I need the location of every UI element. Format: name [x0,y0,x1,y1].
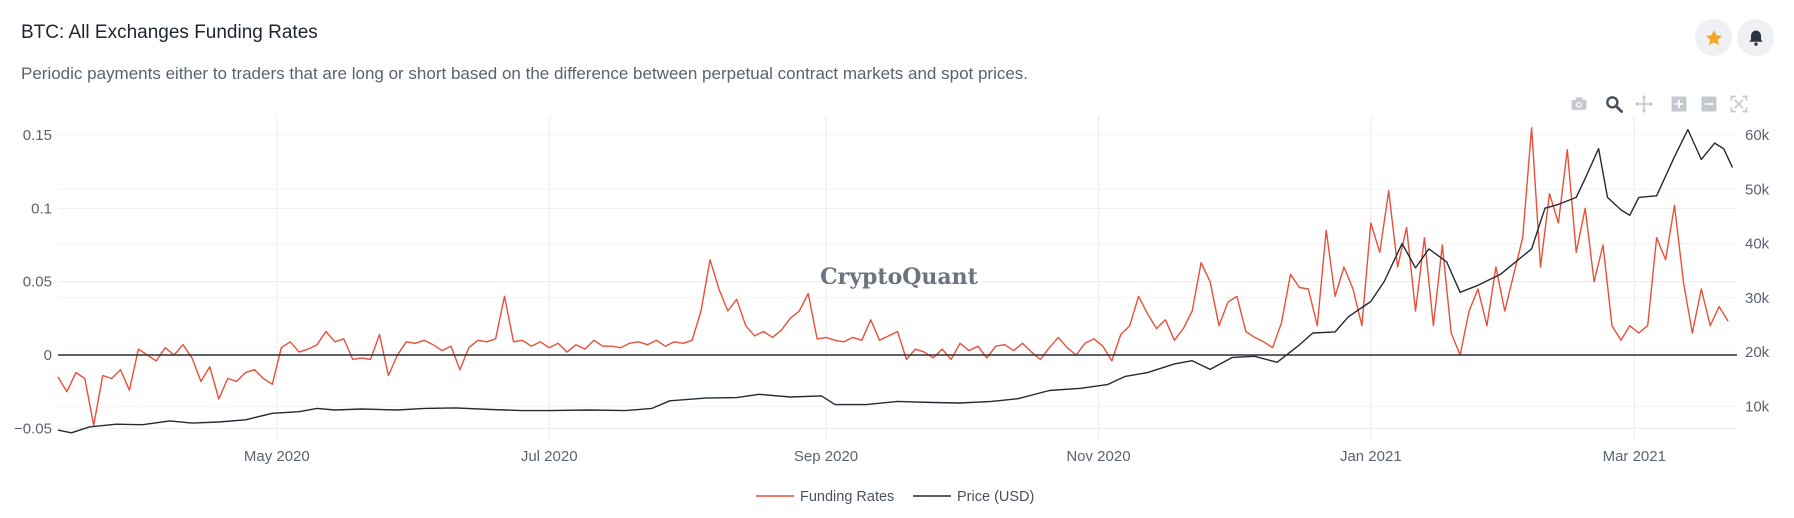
chart-description: Periodic payments either to traders that… [21,64,1029,83]
y-right-tick-label: 30k [1745,290,1770,307]
watermark: CryptoQuant [820,264,979,290]
y-right-tick-label: 20k [1745,344,1770,361]
download-plot-button[interactable] [1567,92,1591,116]
autoscale-icon [1730,95,1748,113]
zoom-out-icon [1701,96,1717,112]
zoom-button[interactable] [1602,92,1626,116]
favorite-button[interactable] [1695,19,1732,56]
y-left-tick-label: 0.05 [23,274,52,291]
x-tick-label: May 2020 [244,448,310,465]
x-tick-label: Mar 2021 [1603,448,1666,465]
camera-icon [1571,97,1587,110]
legend: Funding Rates Price (USD) [756,489,1034,505]
x-tick-label: Nov 2020 [1066,448,1130,465]
price-line[interactable] [57,128,1734,434]
y-left-tick-label: 0.1 [31,200,52,217]
y-right-tick-label: 50k [1745,181,1770,198]
zoom-in-button[interactable] [1667,92,1691,116]
y-right-tick-label: 10k [1745,398,1770,415]
zoom-out-button[interactable] [1697,92,1721,116]
zoom-icon [1606,96,1623,113]
y-right-tick-label: 40k [1745,236,1770,253]
x-tick-label: Jul 2020 [521,448,578,465]
pan-button[interactable] [1632,92,1656,116]
zoom-in-icon [1671,96,1687,112]
page-title: BTC: All Exchanges Funding Rates [21,22,318,43]
y-left-tick-label: −0.05 [14,420,52,437]
bell-icon [1748,30,1763,46]
y-left-tick-label: 0 [44,347,52,364]
star-icon [1705,29,1722,45]
x-tick-label: Jan 2021 [1340,448,1402,465]
pan-icon [1634,94,1654,114]
y-right-tick-label: 60k [1745,127,1770,144]
x-tick-label: Sep 2020 [794,448,858,465]
funding-rates-line[interactable] [57,127,1729,427]
y-left-tick-label: 0.15 [23,127,52,144]
legend-label[interactable]: Price (USD) [957,489,1034,505]
autoscale-button[interactable] [1727,92,1751,116]
legend-label[interactable]: Funding Rates [800,489,894,505]
grid [58,116,1737,440]
alert-button[interactable] [1737,19,1774,56]
